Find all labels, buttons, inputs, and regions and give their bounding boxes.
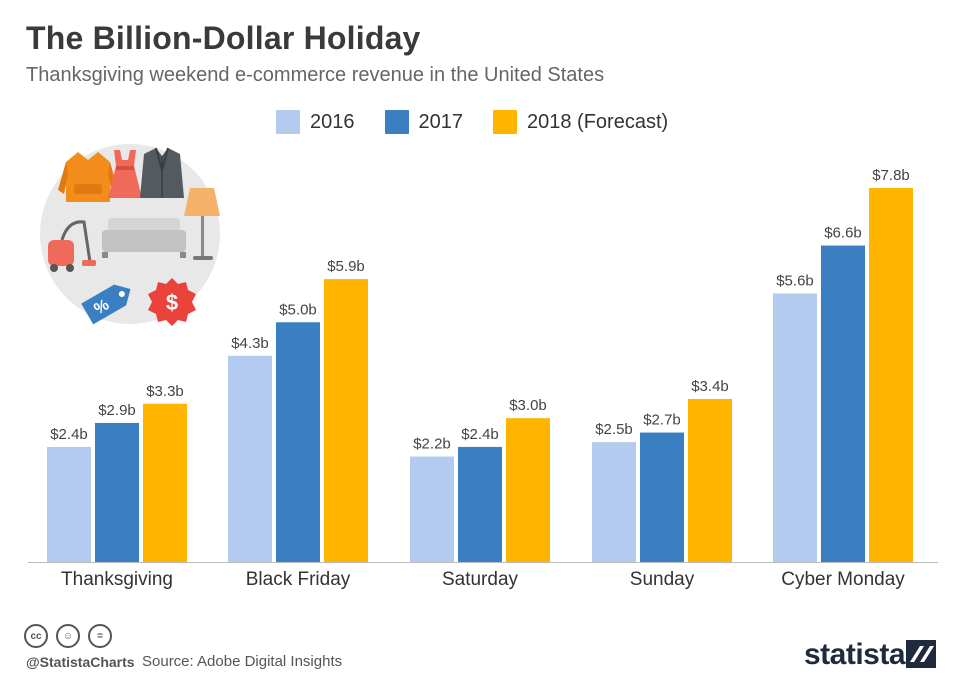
data-label: $2.5b xyxy=(595,421,633,438)
legend-label-2016: 2016 xyxy=(310,110,355,133)
data-label: $2.9b xyxy=(98,402,136,419)
legend-swatch-2017 xyxy=(384,110,409,134)
bar-black-friday-2016 xyxy=(228,355,272,562)
legend-swatch-2016 xyxy=(276,110,300,134)
legend-item-2017: 2017 xyxy=(384,110,464,134)
data-label: $4.3b xyxy=(231,335,269,352)
bar-saturday-2017 xyxy=(458,446,502,562)
chart-title: The Billion-Dollar Holiday xyxy=(26,20,421,56)
data-label: $2.7b xyxy=(643,412,681,429)
category-label: Black Friday xyxy=(246,569,351,590)
legend-label-2018: 2018 (Forecast) xyxy=(527,110,669,133)
bar-thanksgiving-2017 xyxy=(95,422,139,562)
attribution-icon[interactable]: ☺ xyxy=(56,624,80,648)
data-label: $3.0b xyxy=(509,397,547,414)
data-label: $2.4b xyxy=(50,426,88,443)
bar-thanksgiving-2016 xyxy=(47,446,91,562)
category-label: Sunday xyxy=(630,569,695,590)
data-label: $2.4b xyxy=(461,426,499,443)
data-label: $3.3b xyxy=(146,383,184,400)
bar-cyber-monday-2018 xyxy=(869,188,913,562)
category-label: Cyber Monday xyxy=(781,569,905,590)
bar-sunday-2017 xyxy=(640,432,684,562)
legend: 2016 2017 2018 (Forecast) xyxy=(276,110,698,134)
no-derivatives-icon[interactable]: = xyxy=(88,624,112,648)
bar-sunday-2016 xyxy=(592,442,636,562)
bar-black-friday-2017 xyxy=(276,322,320,562)
bar-saturday-2018 xyxy=(506,418,550,562)
data-label: $5.0b xyxy=(279,301,317,318)
svg-text:$: $ xyxy=(166,290,178,315)
legend-item-2018: 2018 (Forecast) xyxy=(493,110,668,134)
data-label: $3.4b xyxy=(691,378,729,395)
cc-icon[interactable]: cc xyxy=(24,624,48,648)
data-label: $5.6b xyxy=(776,272,814,289)
bar-cyber-monday-2017 xyxy=(821,245,865,563)
statista-logo[interactable]: statista xyxy=(804,638,906,671)
data-label: $6.6b xyxy=(824,225,862,242)
license-icons: cc ☺ = xyxy=(24,624,120,648)
twitter-handle[interactable]: @StatistaCharts xyxy=(26,654,135,670)
jacket-icon xyxy=(140,147,184,198)
category-label: Saturday xyxy=(442,569,519,590)
bar-black-friday-2018 xyxy=(324,279,368,562)
statista-logo-mark-icon xyxy=(906,640,936,668)
percent-tag-icon: % xyxy=(81,284,131,325)
data-label: $5.9b xyxy=(327,258,365,275)
lamp-icon xyxy=(184,188,220,260)
bar-thanksgiving-2018 xyxy=(143,403,187,562)
shopping-illustration: % $ xyxy=(40,144,220,326)
source-note: Source: Adobe Digital Insights xyxy=(142,653,343,670)
sofa-icon xyxy=(102,218,186,258)
vacuum-icon xyxy=(48,220,96,272)
data-label: $7.8b xyxy=(872,167,910,184)
legend-label-2017: 2017 xyxy=(418,110,464,133)
data-label: $2.2b xyxy=(413,436,451,453)
dollar-badge-icon: $ xyxy=(148,278,196,326)
bar-cyber-monday-2016 xyxy=(773,293,817,562)
category-label: Thanksgiving xyxy=(61,569,173,590)
bar-saturday-2016 xyxy=(410,456,454,562)
chart-subtitle: Thanksgiving weekend e-commerce revenue … xyxy=(26,64,605,86)
dress-icon xyxy=(108,150,142,198)
legend-item-2016: 2016 xyxy=(276,110,355,134)
bar-sunday-2018 xyxy=(688,398,732,562)
legend-swatch-2018 xyxy=(493,110,517,134)
